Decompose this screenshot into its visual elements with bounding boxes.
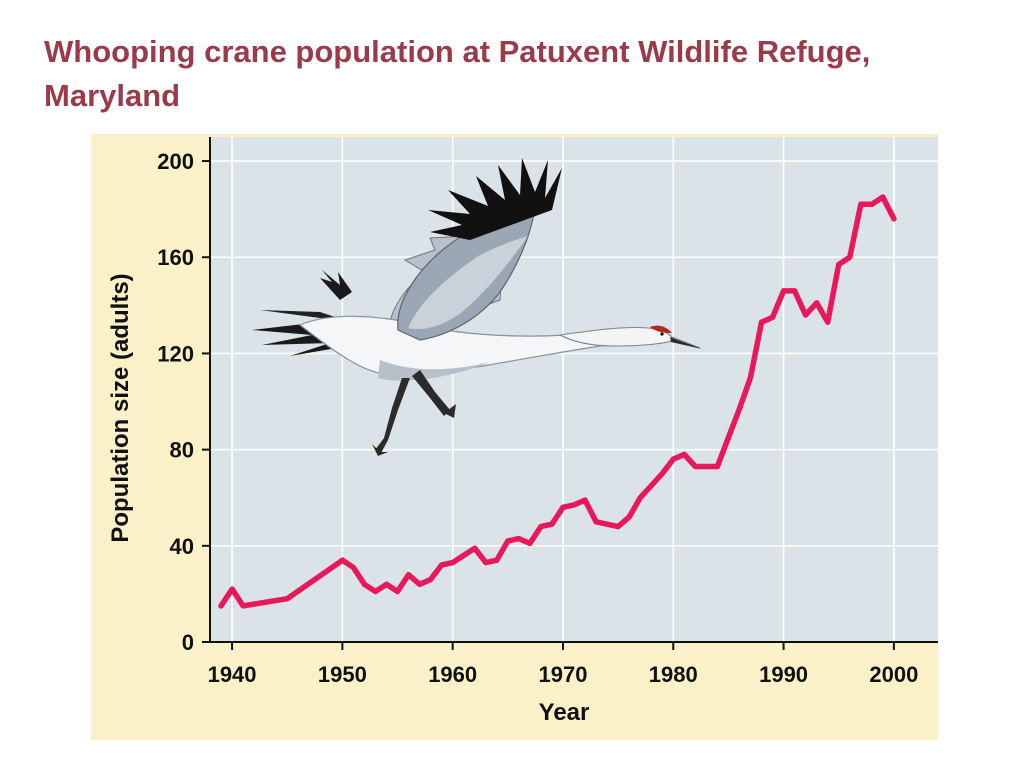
data-point-1983 [703, 463, 709, 470]
data-point-1971 [571, 502, 577, 508]
y-tick-label-0: 0 [182, 630, 194, 655]
data-point-1972 [582, 497, 588, 503]
y-tick-label-200: 200 [157, 149, 194, 174]
x-tick-label-1960: 1960 [428, 662, 477, 687]
data-point-1975 [615, 523, 621, 530]
data-point-1984 [714, 463, 720, 470]
y-axis-ticks: 0 40 80 120 160 200 [157, 149, 210, 655]
x-tick-label-2000: 2000 [869, 662, 918, 687]
data-point-1965 [505, 538, 511, 544]
data-point-1978 [648, 483, 654, 489]
x-tick-label-1950: 1950 [318, 662, 367, 687]
data-point-1995 [836, 261, 842, 268]
data-point-1966 [516, 535, 522, 542]
data-point-1980 [670, 456, 676, 462]
data-point-1979 [659, 471, 665, 477]
data-point-1961 [461, 552, 467, 559]
axes [209, 137, 938, 643]
data-point-1985 [725, 434, 732, 441]
data-point-1994 [825, 319, 831, 325]
data-point-1988 [758, 319, 765, 325]
data-point-1969 [549, 521, 555, 527]
x-tick-label-1970: 1970 [538, 662, 587, 687]
data-point-1987 [747, 374, 754, 381]
x-axis-title: Year [539, 699, 590, 726]
data-point-1953 [372, 588, 379, 595]
data-point-1954 [383, 581, 390, 587]
x-tick-label-1980: 1980 [649, 662, 698, 687]
data-point-1973 [593, 519, 599, 525]
slide-title-line-2: Maryland [44, 78, 181, 113]
data-point-1981 [681, 451, 687, 458]
data-point-1974 [604, 521, 610, 527]
data-point-1976 [626, 514, 632, 520]
data-point-1963 [483, 560, 489, 566]
y-tick-label-120: 120 [157, 341, 194, 366]
data-point-1959 [439, 562, 445, 568]
data-point-1990 [780, 288, 787, 294]
slide-title: Whooping crane population at Patuxent Wi… [44, 30, 984, 118]
data-point-1957 [416, 581, 423, 587]
data-point-1998 [869, 201, 875, 207]
data-point-1945 [284, 596, 290, 602]
x-tick-label-1940: 1940 [208, 662, 257, 687]
data-point-1950 [339, 557, 345, 563]
data-point-1962 [472, 545, 478, 551]
data-point-1996 [847, 254, 853, 260]
data-point-1955 [394, 588, 401, 595]
data-point-1999 [880, 194, 886, 200]
data-point-1989 [769, 314, 776, 320]
data-point-1991 [792, 288, 798, 294]
data-point-1970 [560, 504, 566, 510]
data-point-1977 [637, 495, 643, 501]
data-point-1992 [803, 312, 809, 318]
y-axis-title: Population size (adults) [107, 273, 134, 542]
x-axis-ticks: 1940 1950 1960 1970 1980 1990 2000 [208, 642, 918, 687]
slide-title-line-1: Whooping crane population at Patuxent Wi… [44, 34, 871, 69]
data-point-1968 [538, 523, 544, 530]
data-point-1964 [494, 557, 500, 563]
data-point-1956 [405, 572, 412, 578]
x-tick-label-1990: 1990 [759, 662, 808, 687]
data-point-1940 [229, 586, 235, 592]
data-point-1958 [428, 576, 434, 583]
data-point-2000 [891, 216, 897, 222]
data-point-1939 [218, 603, 224, 609]
data-point-1941 [240, 603, 246, 609]
data-point-1986 [736, 406, 743, 412]
data-point-1952 [361, 581, 368, 587]
data-point-1982 [692, 463, 698, 470]
data-point-1951 [350, 564, 356, 571]
whooping-crane-icon [252, 158, 702, 456]
data-point-1993 [814, 300, 820, 306]
y-tick-label-40: 40 [170, 534, 194, 559]
y-tick-label-160: 160 [157, 245, 194, 270]
data-point-1960 [450, 560, 456, 566]
y-tick-label-80: 80 [170, 438, 194, 463]
data-point-1967 [527, 540, 533, 547]
plot-area-background [210, 137, 938, 642]
data-points [218, 194, 897, 609]
data-point-1997 [858, 201, 864, 207]
